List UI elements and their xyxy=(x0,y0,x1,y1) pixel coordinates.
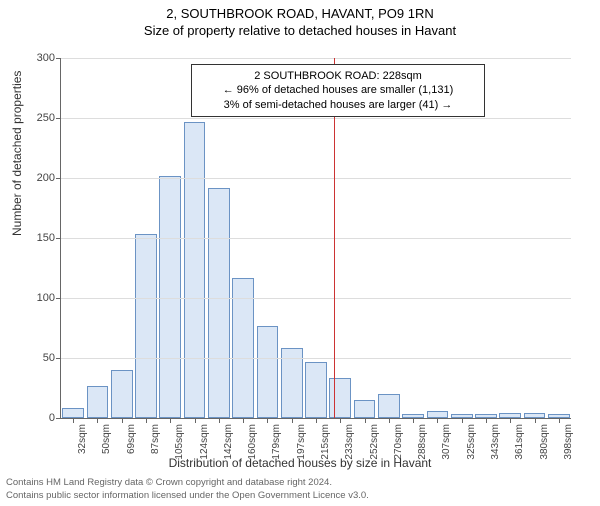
bar xyxy=(62,408,84,418)
xtick-label: 197sqm xyxy=(296,424,307,460)
bar xyxy=(135,234,157,418)
xtick-mark xyxy=(292,418,293,423)
xtick-mark xyxy=(316,418,317,423)
ytick-mark xyxy=(56,118,61,119)
xtick-mark xyxy=(219,418,220,423)
bar xyxy=(111,370,133,418)
gridline xyxy=(61,358,571,359)
xtick-mark xyxy=(510,418,511,423)
xtick-label: 179sqm xyxy=(271,424,282,460)
bar xyxy=(378,394,400,418)
xtick-label: 252sqm xyxy=(369,424,380,460)
xtick-mark xyxy=(365,418,366,423)
xtick-label: 343sqm xyxy=(490,424,501,460)
xtick-mark xyxy=(340,418,341,423)
bar xyxy=(305,362,327,418)
xtick-mark xyxy=(486,418,487,423)
xtick-label: 32sqm xyxy=(77,424,88,454)
ytick-mark xyxy=(56,238,61,239)
xtick-label: 215sqm xyxy=(320,424,331,460)
ytick-mark xyxy=(56,358,61,359)
page-title: 2, SOUTHBROOK ROAD, HAVANT, PO9 1RN xyxy=(0,6,600,21)
bar xyxy=(329,378,351,418)
xtick-label: 270sqm xyxy=(393,424,404,460)
xtick-label: 160sqm xyxy=(247,424,258,460)
chart-area: 050100150200250300 32sqm50sqm69sqm87sqm1… xyxy=(60,58,571,419)
xtick-mark xyxy=(535,418,536,423)
ytick-mark xyxy=(56,58,61,59)
xtick-mark xyxy=(73,418,74,423)
xtick-mark xyxy=(170,418,171,423)
xtick-mark xyxy=(437,418,438,423)
xtick-label: 361sqm xyxy=(514,424,525,460)
gridline xyxy=(61,58,571,59)
xtick-mark xyxy=(195,418,196,423)
ytick-label: 50 xyxy=(43,352,55,364)
ytick-label: 150 xyxy=(37,232,55,244)
xtick-mark xyxy=(146,418,147,423)
xtick-label: 233sqm xyxy=(344,424,355,460)
y-axis-label: Number of detached properties xyxy=(10,71,24,236)
annotation-line3: 3% of semi-detached houses are larger (4… xyxy=(198,98,478,112)
footer: Contains HM Land Registry data © Crown c… xyxy=(6,477,369,502)
gridline xyxy=(61,178,571,179)
bar xyxy=(159,176,181,418)
footer-line2: Contains public sector information licen… xyxy=(6,490,369,502)
xtick-label: 142sqm xyxy=(223,424,234,460)
ytick-label: 0 xyxy=(49,412,55,424)
annotation-line1: 2 SOUTHBROOK ROAD: 228sqm xyxy=(198,69,478,83)
xtick-label: 69sqm xyxy=(126,424,137,454)
xtick-label: 398sqm xyxy=(563,424,574,460)
bar xyxy=(208,188,230,418)
xtick-label: 380sqm xyxy=(539,424,550,460)
xtick-label: 50sqm xyxy=(101,424,112,454)
gridline xyxy=(61,118,571,119)
xtick-label: 288sqm xyxy=(417,424,428,460)
ytick-mark xyxy=(56,298,61,299)
bar xyxy=(427,411,449,418)
ytick-label: 300 xyxy=(37,52,55,64)
bar xyxy=(184,122,206,418)
xtick-label: 87sqm xyxy=(150,424,161,454)
bar xyxy=(87,386,109,418)
xtick-label: 124sqm xyxy=(199,424,210,460)
x-axis-label: Distribution of detached houses by size … xyxy=(0,456,600,470)
ytick-label: 250 xyxy=(37,112,55,124)
ytick-label: 200 xyxy=(37,172,55,184)
xtick-mark xyxy=(267,418,268,423)
page-subtitle: Size of property relative to detached ho… xyxy=(0,23,600,38)
bar xyxy=(354,400,376,418)
xtick-label: 105sqm xyxy=(174,424,185,460)
xtick-mark xyxy=(413,418,414,423)
xtick-mark xyxy=(462,418,463,423)
xtick-label: 307sqm xyxy=(441,424,452,460)
gridline xyxy=(61,298,571,299)
ytick-mark xyxy=(56,178,61,179)
xtick-label: 325sqm xyxy=(466,424,477,460)
ytick-mark xyxy=(56,418,61,419)
annotation-box: 2 SOUTHBROOK ROAD: 228sqm ← 96% of detac… xyxy=(191,64,485,117)
xtick-mark xyxy=(122,418,123,423)
footer-line1: Contains HM Land Registry data © Crown c… xyxy=(6,477,369,489)
gridline xyxy=(61,238,571,239)
xtick-mark xyxy=(559,418,560,423)
xtick-mark xyxy=(97,418,98,423)
ytick-label: 100 xyxy=(37,292,55,304)
xtick-mark xyxy=(243,418,244,423)
bar xyxy=(257,326,279,418)
annotation-line2: ← 96% of detached houses are smaller (1,… xyxy=(198,83,478,97)
xtick-mark xyxy=(389,418,390,423)
